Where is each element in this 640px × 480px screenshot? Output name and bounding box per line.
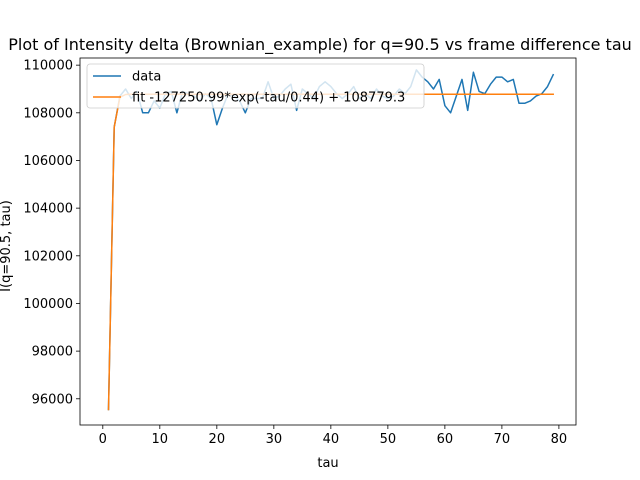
legend-box xyxy=(86,63,425,109)
x-tick-label: 70 xyxy=(494,432,511,447)
y-tick-label: 98000 xyxy=(32,345,73,360)
y-axis-label: I(q=90.5, tau) xyxy=(0,200,14,292)
y-tick-label: 110000 xyxy=(23,59,73,74)
x-tick-label: 50 xyxy=(380,432,397,447)
legend-entry-label: data xyxy=(132,70,161,85)
x-tick-label: 40 xyxy=(323,432,340,447)
legend-entry-label: fit -127250.99*exp(-tau/0.44) + 108779.3 xyxy=(132,91,405,106)
x-tick-label: 60 xyxy=(437,432,454,447)
y-tick-label: 100000 xyxy=(23,297,73,312)
axes: 0 10 20 30 40 50 60 70 80 96000 98000 100000 102000 1… xyxy=(23,57,577,447)
x-tick-label: 30 xyxy=(266,432,283,447)
x-tick-label: 80 xyxy=(551,432,568,447)
y-tick-label: 102000 xyxy=(23,249,73,264)
y-tick-label: 96000 xyxy=(32,392,73,407)
chart-title: Plot of Intensity delta (Brownian_exampl… xyxy=(8,35,632,55)
axes-frame xyxy=(79,57,577,426)
x-axis-label: tau xyxy=(317,456,338,471)
x-tick-label: 20 xyxy=(209,432,226,447)
legend: data fit -127250.99*exp(-tau/0.44) + 1087… xyxy=(86,63,425,109)
x-tick-label: 10 xyxy=(152,432,169,447)
y-tick-label: 104000 xyxy=(23,202,73,217)
y-tick-label: 108000 xyxy=(23,106,73,121)
y-tick-label: 106000 xyxy=(23,154,73,169)
x-tick-label: 0 xyxy=(99,432,107,447)
